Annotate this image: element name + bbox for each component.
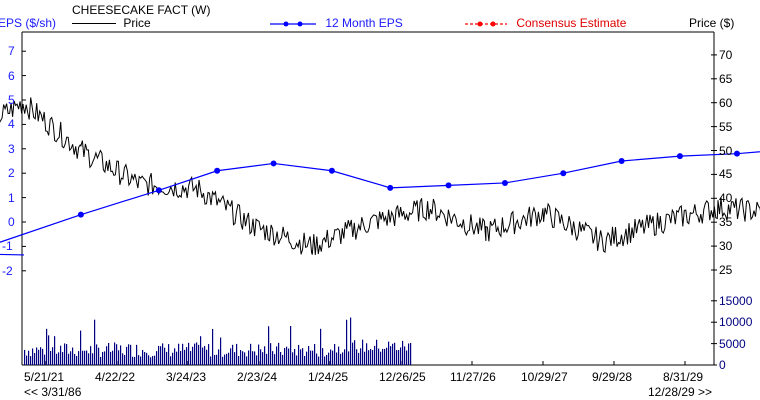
left-axis-label: EPS ($/sh) <box>0 16 57 30</box>
date-tick-label: 4/22/22 <box>95 370 136 384</box>
date-tick-label: 8/31/29 <box>663 370 704 384</box>
date-tick-label: 12/26/25 <box>379 370 426 384</box>
volume-tick-label: 10000 <box>719 315 753 330</box>
date-tick-label: 10/29/27 <box>521 370 568 384</box>
date-tick-label: 5/21/21 <box>24 370 65 384</box>
history-end-link[interactable]: 12/28/29 >> <box>648 385 713 399</box>
price-tick-label: 25 <box>719 263 733 277</box>
legend-eps-line-icon <box>270 21 316 27</box>
eps-tick-label: 1 <box>8 190 15 205</box>
legend-consensus-line-icon <box>465 21 507 27</box>
price-tick-label: 50 <box>719 143 733 158</box>
chart-title: CHEESECAKE FACT (W) <box>72 3 211 17</box>
date-tick-label: 1/24/25 <box>308 370 349 384</box>
eps-tick-label: 5 <box>8 93 15 107</box>
price-tick-label: 45 <box>719 167 733 182</box>
history-start-link[interactable]: << 3/31/86 <box>24 385 82 399</box>
price-tick-label: 35 <box>719 215 733 230</box>
price-tick-label: 65 <box>719 71 733 86</box>
eps-tick-label: 2 <box>8 166 15 181</box>
price-tick-label: 30 <box>719 239 733 254</box>
price-tick-label: 60 <box>719 95 733 110</box>
legend-eps: 12 Month EPS <box>270 16 403 30</box>
volume-tick-label: 15000 <box>719 293 753 308</box>
eps-tick-label: 3 <box>8 141 15 156</box>
date-tick-label: 2/23/24 <box>237 370 278 384</box>
eps-tick-label: 4 <box>8 117 15 132</box>
volume-tick-label: 0 <box>719 358 726 372</box>
date-tick-label: 9/29/28 <box>592 370 633 384</box>
eps-tick-label: -2 <box>2 263 13 278</box>
legend-price: Price <box>72 16 151 30</box>
date-tick-label: 11/27/26 <box>450 370 496 384</box>
right-axis-label: Price ($) <box>689 16 735 30</box>
price-tick-label: 70 <box>719 47 733 62</box>
legend-price-line-icon <box>72 23 116 25</box>
eps-tick-label: 6 <box>8 68 15 83</box>
eps-tick-label: -1 <box>2 239 13 254</box>
eps-tick-label: 7 <box>8 44 15 59</box>
price-tick-label: 40 <box>719 191 733 206</box>
date-tick-label: 3/24/23 <box>166 370 207 384</box>
volume-tick-label: 5000 <box>719 336 746 351</box>
price-tick-label: 55 <box>719 119 733 134</box>
legend-consensus: Consensus Estimate <box>465 16 626 30</box>
eps-tick-label: 0 <box>8 215 15 229</box>
